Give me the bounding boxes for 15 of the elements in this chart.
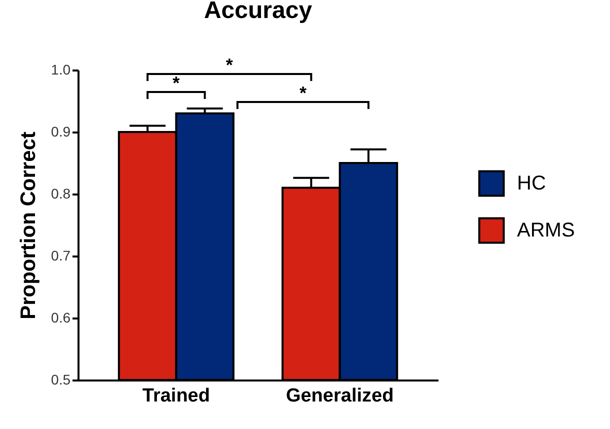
y-tick-label: 1.0 <box>51 62 71 78</box>
y-tick-label: 0.8 <box>51 186 71 202</box>
legend-label: HC <box>517 172 546 194</box>
annotation: * <box>172 73 180 93</box>
y-tick-label: 0.5 <box>51 372 71 388</box>
x-tick-label: Generalized <box>286 386 394 406</box>
annotation: * <box>299 83 306 103</box>
legend-label: ARMS <box>517 220 575 242</box>
x-tick-label: Trained <box>142 386 210 406</box>
y-tick-label: 0.7 <box>51 248 71 264</box>
y-axis-title: Proportion Correct <box>17 132 40 320</box>
chart-title: Accuracy <box>204 0 313 24</box>
y-tick-label: 0.6 <box>51 310 71 326</box>
y-tick-label: 0.9 <box>51 124 71 140</box>
annotation: * <box>226 55 233 75</box>
